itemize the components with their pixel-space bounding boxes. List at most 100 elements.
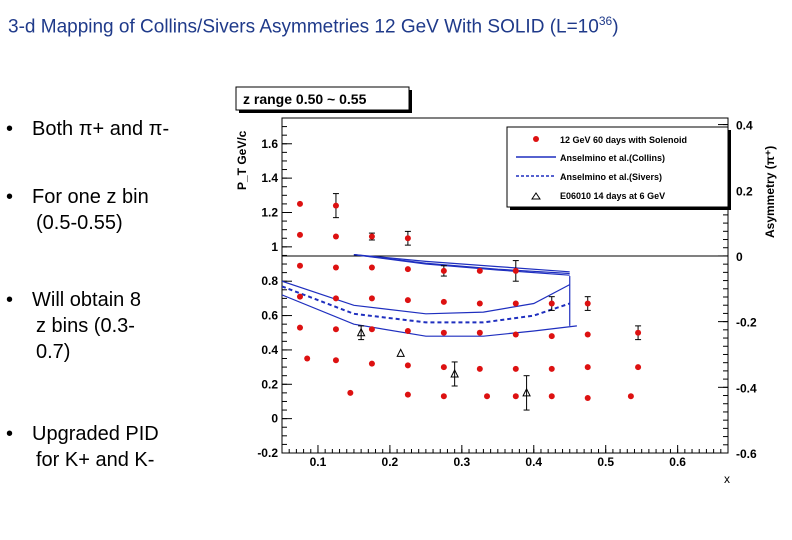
data-point	[332, 264, 339, 271]
data-point	[627, 393, 634, 400]
x-tick-label: 0.1	[310, 455, 327, 469]
data-point	[512, 393, 519, 400]
triangle-point	[396, 348, 406, 357]
data-point	[484, 393, 491, 400]
y-right-tick-label: 0.4	[736, 119, 753, 133]
chart-title: z range 0.50 ~ 0.55	[243, 91, 367, 107]
bullet-item: • For one z bin (0.5-0.55)	[6, 186, 149, 234]
y-axis-label: P_T GeV/c	[235, 130, 249, 190]
data-point	[368, 295, 375, 302]
data-point	[332, 295, 339, 302]
data-point	[404, 297, 411, 304]
data-point	[440, 267, 447, 274]
data-point	[635, 364, 642, 371]
data-points	[296, 200, 642, 402]
y-tick-label: 0.8	[261, 274, 278, 288]
data-point	[476, 329, 483, 336]
data-point	[347, 389, 354, 396]
y-right-tick-label: 0	[736, 250, 743, 264]
data-point	[584, 364, 591, 371]
data-point	[635, 329, 642, 336]
model-curve	[282, 280, 570, 315]
bullet-item: • Upgraded PID for K+ and K-	[6, 423, 159, 471]
y-tick-label: 0.4	[261, 343, 278, 357]
slide-title: 3-d Mapping of Collins/Sivers Asymmetrie…	[8, 14, 619, 38]
model-curve	[282, 294, 577, 337]
y-tick-label: 1	[271, 240, 278, 254]
data-point	[548, 333, 555, 340]
chart-title-box: z range 0.50 ~ 0.55	[235, 86, 412, 113]
data-point	[296, 324, 303, 331]
data-point	[296, 262, 303, 269]
y-tick-label: 0.6	[261, 309, 278, 323]
data-point	[332, 326, 339, 333]
y-right-tick-label: -0.2	[736, 316, 757, 330]
legend-label: Anselmino et al.(Collins)	[560, 153, 665, 163]
data-point	[548, 393, 555, 400]
data-point	[404, 235, 411, 242]
legend: 12 GeV 60 days with Solenoid Anselmino e…	[506, 126, 731, 210]
x-tick-label: 0.5	[597, 455, 614, 469]
data-point	[404, 266, 411, 273]
data-point	[548, 365, 555, 372]
triangle-point	[450, 368, 459, 378]
data-point	[368, 264, 375, 271]
data-point	[440, 393, 447, 400]
y-tick-label: 1.4	[261, 171, 278, 185]
y-tick-label: 0.2	[261, 377, 278, 391]
data-point	[404, 391, 411, 398]
y-right-tick-label: -0.4	[736, 381, 757, 395]
y-tick-label: 0	[271, 412, 278, 426]
y-axis-right-label: Asymmetry (π⁺)	[763, 146, 777, 238]
data-point	[368, 326, 375, 333]
y-right-tick-label: -0.6	[736, 447, 757, 461]
y-tick-label: 1.6	[261, 137, 278, 151]
data-point	[304, 355, 311, 362]
model-curves	[282, 254, 577, 337]
data-point	[332, 357, 339, 364]
data-point	[332, 233, 339, 240]
model-curve	[282, 285, 571, 324]
model-curve	[353, 254, 570, 276]
model-curve	[353, 254, 570, 273]
data-point	[332, 202, 339, 209]
legend-label: Anselmino et al.(Sivers)	[560, 172, 662, 182]
triangle-point	[356, 327, 366, 337]
data-point	[296, 200, 303, 207]
y-tick-label: 1.2	[261, 205, 278, 219]
data-point	[584, 395, 591, 402]
data-point	[512, 365, 519, 372]
data-point	[368, 233, 375, 240]
x-axis-label: x	[724, 472, 730, 486]
data-point	[440, 364, 447, 371]
data-point	[368, 360, 375, 367]
x-tick-label: 0.4	[525, 455, 542, 469]
data-point	[512, 331, 519, 338]
bullet-item: • Both π+ and π-	[6, 118, 170, 140]
x-tick-label: 0.2	[382, 455, 399, 469]
error-bars	[332, 193, 642, 411]
data-point	[476, 267, 483, 274]
data-point	[440, 329, 447, 336]
data-point	[584, 300, 591, 307]
y-right-tick-label: 0.2	[736, 184, 753, 198]
data-point	[512, 267, 519, 274]
y-tick-label: -0.2	[257, 446, 278, 460]
legend-marker-triangle	[531, 192, 541, 200]
data-point	[404, 362, 411, 369]
triangle-point	[522, 387, 531, 397]
legend-marker-dot	[533, 136, 539, 142]
data-point	[476, 365, 483, 372]
legend-label: E06010 14 days at 6 GeV	[560, 191, 665, 201]
data-point	[476, 300, 483, 307]
legend-label: 12 GeV 60 days with Solenoid	[560, 135, 687, 145]
data-point	[440, 298, 447, 305]
data-point	[296, 231, 303, 238]
data-point	[584, 331, 591, 338]
axes: 0.1 0.2 0.3 0.4 0.5 0.6 -0.2 0 0.2 0.4 0.6 0.8 1 1.2 1…	[257, 119, 757, 469]
data-point	[404, 328, 411, 335]
data-point	[548, 300, 555, 307]
data-point	[296, 293, 303, 300]
bullet-item: • Will obtain 8 z bins (0.3- 0.7)	[6, 289, 141, 363]
